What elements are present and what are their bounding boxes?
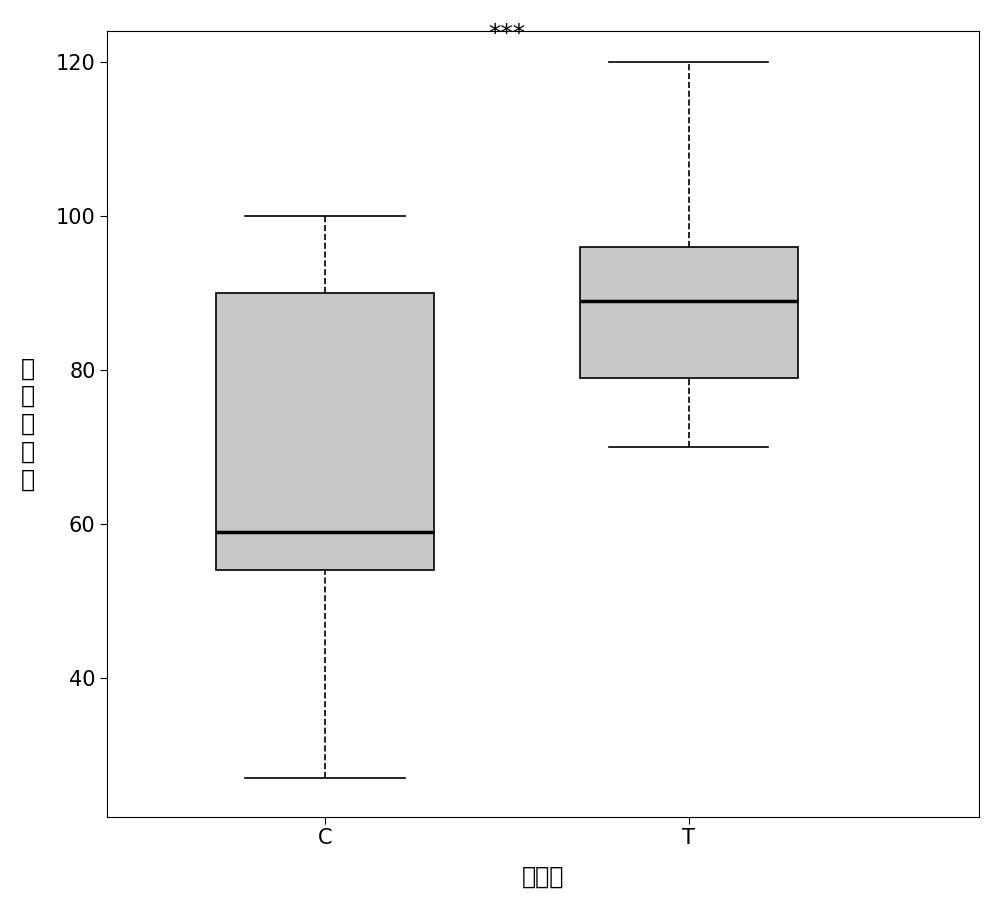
Bar <box>216 293 434 571</box>
X-axis label: 基因型: 基因型 <box>522 865 564 889</box>
Y-axis label: 铅
离
子
含
量: 铅 离 子 含 量 <box>21 357 35 491</box>
Bar <box>580 247 798 378</box>
Text: ***: *** <box>488 23 525 46</box>
